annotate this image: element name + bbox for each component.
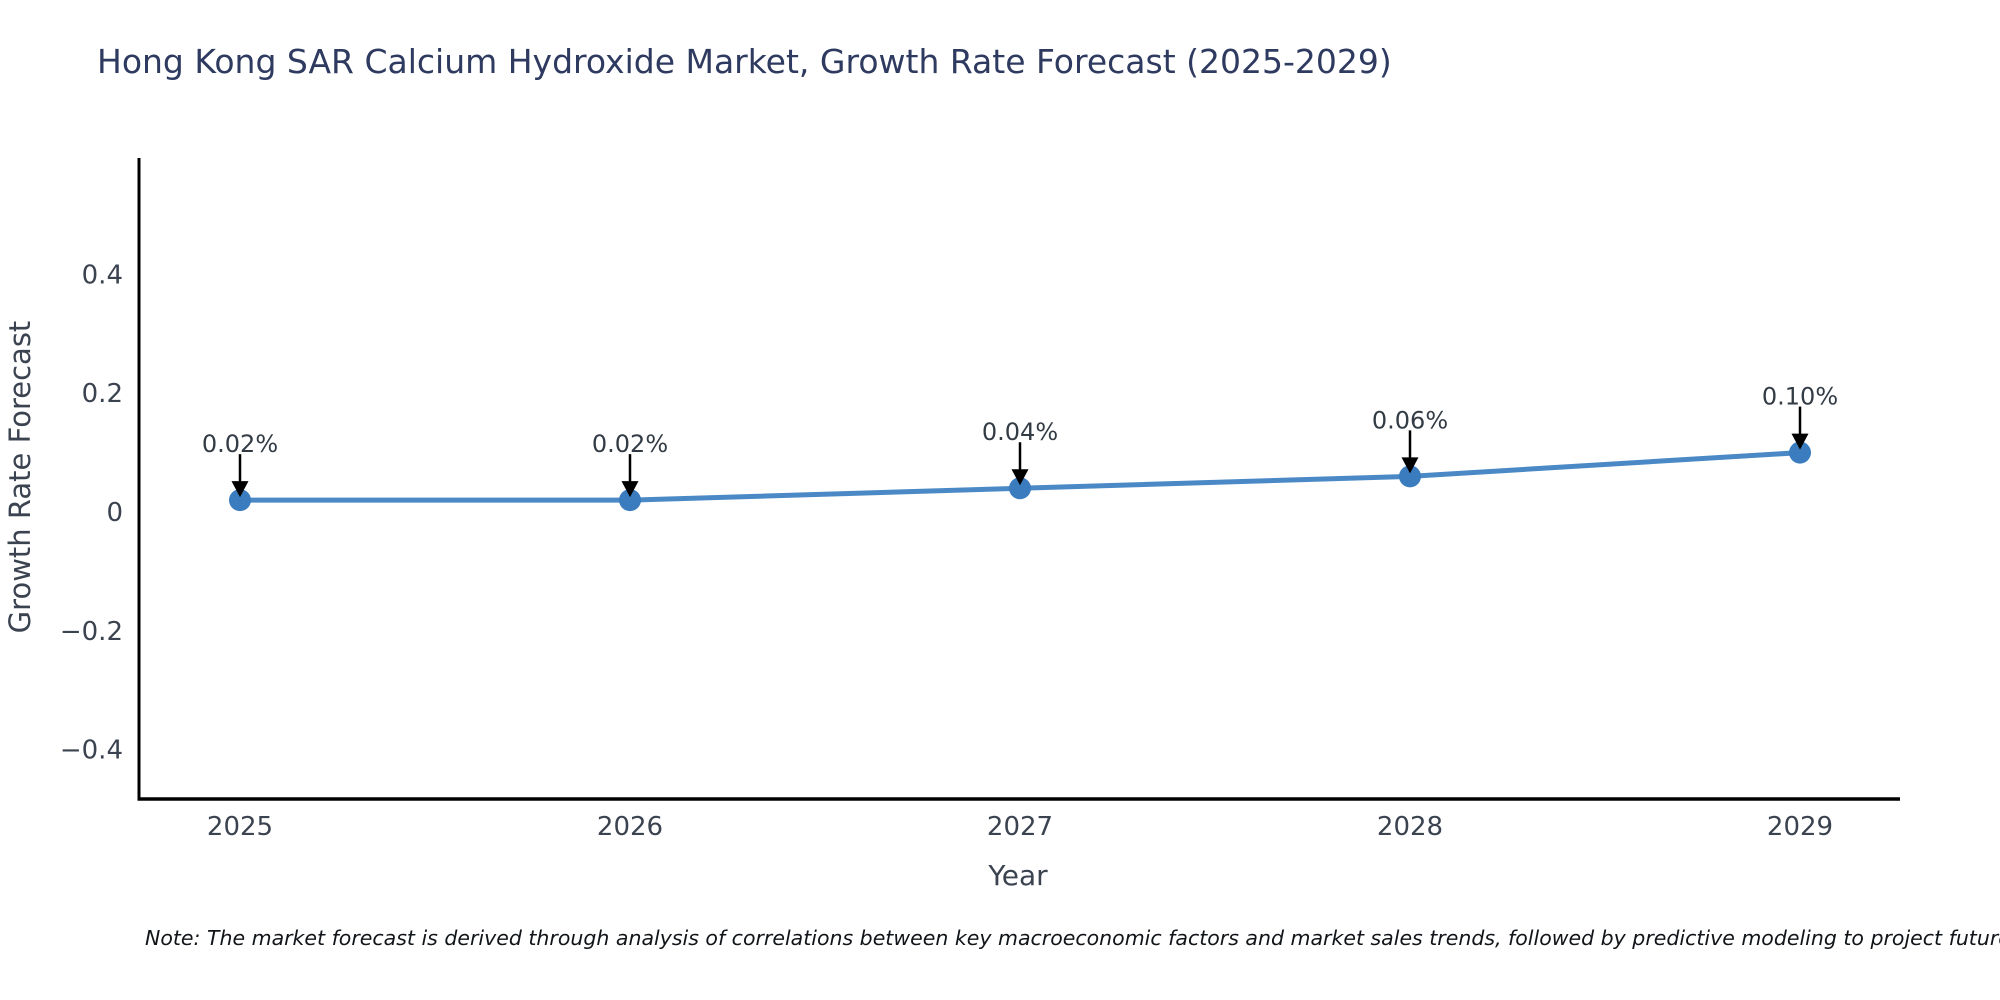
annotation-arrow-head <box>231 481 249 498</box>
x-tick-label: 2026 <box>597 812 663 842</box>
y-tick-label: 0.4 <box>82 260 123 290</box>
y-tick-label: −0.4 <box>60 736 123 766</box>
annotation-arrow-head <box>621 481 639 498</box>
y-tick-label: 0 <box>106 498 123 528</box>
annotation-arrow-head <box>1791 433 1809 450</box>
data-point-label: 0.02% <box>202 430 278 458</box>
data-point-label: 0.04% <box>982 418 1058 446</box>
y-tick-label: 0.2 <box>82 379 123 409</box>
data-point-label: 0.06% <box>1372 406 1448 434</box>
footnote: Note: The market forecast is derived thr… <box>145 926 2000 950</box>
x-axis-label: Year <box>987 859 1048 892</box>
annotation-arrow-head <box>1011 469 1029 486</box>
data-point-label: 0.02% <box>592 430 668 458</box>
data-point <box>619 489 641 512</box>
y-axis-label: Growth Rate Forecast <box>3 321 37 634</box>
x-tick-label: 2029 <box>1767 812 1833 842</box>
data-point <box>1009 477 1031 500</box>
x-tick-label: 2027 <box>987 812 1053 842</box>
annotation-arrow-head <box>1401 457 1419 474</box>
x-tick-label: 2025 <box>207 812 273 842</box>
data-point-label: 0.10% <box>1762 383 1838 411</box>
chart-title: Hong Kong SAR Calcium Hydroxide Market, … <box>97 42 1392 81</box>
data-point <box>1399 465 1421 488</box>
data-point <box>1789 441 1811 464</box>
y-tick-label: −0.2 <box>60 617 123 647</box>
data-point <box>229 489 251 512</box>
x-tick-label: 2028 <box>1377 812 1443 842</box>
